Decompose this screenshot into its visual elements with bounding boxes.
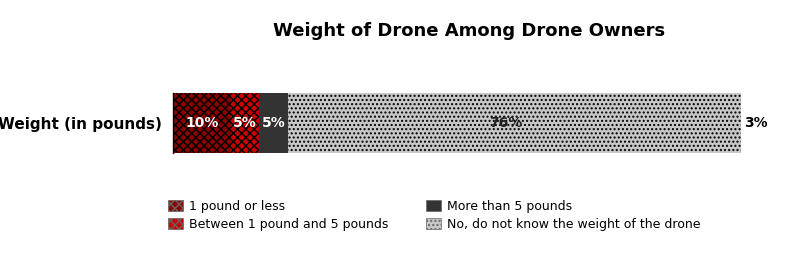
Bar — [288, 92, 724, 153]
Text: 76%: 76% — [489, 116, 522, 130]
Text: 5%: 5% — [233, 116, 257, 130]
Legend: 1 pound or less, Between 1 pound and 5 pounds, More than 5 pounds, No, do not kn: 1 pound or less, Between 1 pound and 5 p… — [168, 200, 701, 231]
Text: 3%: 3% — [745, 116, 768, 130]
Title: Weight of Drone Among Drone Owners: Weight of Drone Among Drone Owners — [273, 22, 665, 40]
Bar — [259, 92, 288, 153]
Bar — [231, 92, 259, 153]
Text: 10%: 10% — [185, 116, 219, 130]
Bar — [724, 92, 742, 153]
Bar — [173, 92, 231, 153]
Text: 5%: 5% — [262, 116, 285, 130]
